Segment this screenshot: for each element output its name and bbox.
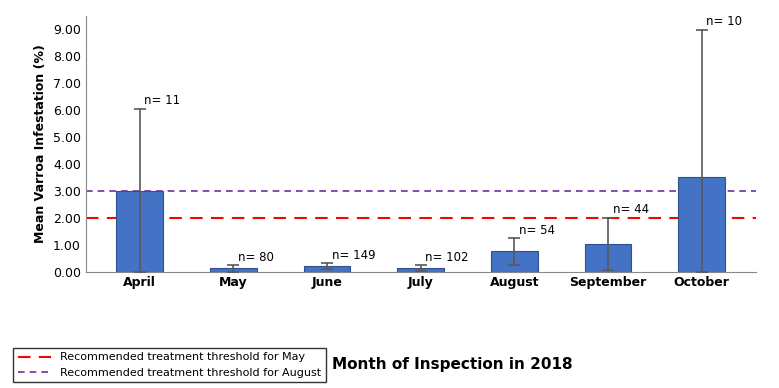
Bar [584, 244, 632, 272]
Text: n= 80: n= 80 [238, 251, 274, 263]
Text: n= 10: n= 10 [707, 16, 742, 28]
Text: n= 54: n= 54 [519, 223, 555, 237]
Legend: Recommended treatment threshold for May, Recommended treatment threshold for Aug: Recommended treatment threshold for May,… [13, 348, 326, 383]
Text: n= 44: n= 44 [613, 203, 649, 217]
Text: n= 149: n= 149 [332, 249, 375, 262]
Y-axis label: Mean Varroa Infestation (%): Mean Varroa Infestation (%) [34, 44, 48, 243]
Text: Month of Inspection in 2018: Month of Inspection in 2018 [332, 357, 572, 372]
Bar [679, 177, 725, 272]
Text: n= 11: n= 11 [144, 94, 181, 107]
Bar [491, 251, 538, 272]
Bar [116, 191, 163, 272]
Bar [210, 268, 257, 272]
Text: n= 102: n= 102 [425, 251, 469, 264]
Bar [397, 268, 444, 272]
Bar [304, 266, 351, 272]
